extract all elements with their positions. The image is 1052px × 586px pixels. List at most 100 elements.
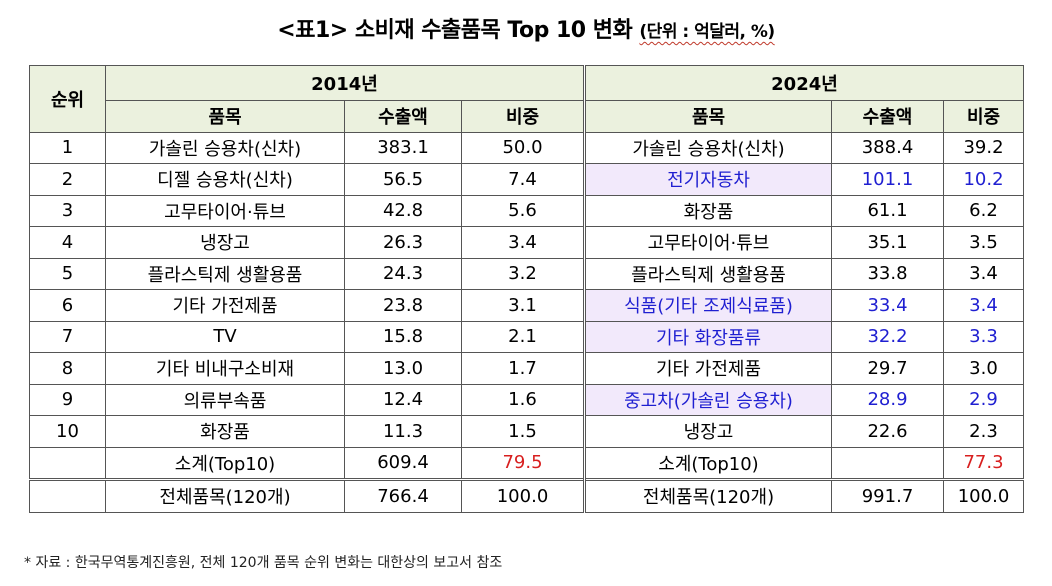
year-2024-header: 2024년	[583, 65, 1024, 101]
item-2014-cell: 고무타이어·튜브	[105, 194, 345, 227]
item-2014-cell: 의류부속품	[105, 383, 345, 416]
amount-2024-cell: 29.7	[831, 352, 944, 385]
share-2024-cell: 3.4	[943, 257, 1024, 290]
table-row: 7 TV 15.8 2.1 기타 화장품류 32.2 3.3	[29, 320, 1024, 353]
table-row: 1 가솔린 승용차(신차) 383.1 50.0 가솔린 승용차(신차) 388…	[29, 131, 1024, 164]
share-2014-cell: 1.7	[461, 352, 585, 385]
item-header-2014: 품목	[105, 100, 345, 133]
share-2014-cell: 5.6	[461, 194, 585, 227]
share-2024-cell: 2.3	[943, 415, 1024, 448]
subtotal-amount-2024	[831, 446, 944, 480]
table-title-unit: (단위 : 억달러, %)	[639, 22, 775, 42]
item-2014-cell: 플라스틱제 생활용품	[105, 257, 345, 290]
amount-2014-cell: 383.1	[344, 131, 462, 164]
item-2024-cell: 가솔린 승용차(신차)	[583, 131, 832, 164]
total-label-2024: 전체품목(120개)	[583, 478, 832, 513]
amount-header-2024: 수출액	[831, 100, 944, 133]
amount-2014-cell: 56.5	[344, 163, 462, 196]
share-2024-cell: 6.2	[943, 194, 1024, 227]
amount-2014-cell: 11.3	[344, 415, 462, 448]
rank-cell-empty	[29, 446, 106, 480]
amount-2014-cell: 23.8	[344, 289, 462, 322]
rank-cell: 4	[29, 226, 106, 259]
item-2014-cell: 가솔린 승용차(신차)	[105, 131, 345, 164]
item-2024-cell: 화장품	[583, 194, 832, 227]
table-row: 10 화장품 11.3 1.5 냉장고 22.6 2.3	[29, 415, 1024, 448]
item-2024-cell: 플라스틱제 생활용품	[583, 257, 832, 290]
share-2014-cell: 3.2	[461, 257, 585, 290]
source-note: * 자료 : 한국무역통계진흥원, 전체 120개 품목 순위 변화는 대한상의…	[24, 555, 503, 571]
item-2024-cell: 고무타이어·튜브	[583, 226, 832, 259]
amount-2024-cell: 61.1	[831, 194, 944, 227]
table-title: <표1> 소비재 수출품목 Top 10 변화 (단위 : 억달러, %)	[0, 12, 1052, 44]
amount-2014-cell: 24.3	[344, 257, 462, 290]
share-2024-cell: 10.2	[943, 163, 1024, 196]
total-share-2024: 100.0	[943, 478, 1024, 513]
export-table: 순위 2014년 2024년 품목 수출액 비중 품목 수출액 비중 1 가솔린…	[29, 65, 1024, 513]
item-2024-cell: 기타 가전제품	[583, 352, 832, 385]
rank-cell: 7	[29, 320, 106, 353]
amount-2024-cell: 22.6	[831, 415, 944, 448]
rank-cell: 9	[29, 383, 106, 416]
rank-cell: 6	[29, 289, 106, 322]
total-row: 전체품목(120개) 766.4 100.0 전체품목(120개) 991.7 …	[29, 478, 1024, 513]
rank-cell: 5	[29, 257, 106, 290]
table-row: 3 고무타이어·튜브 42.8 5.6 화장품 61.1 6.2	[29, 194, 1024, 227]
year-2014-header: 2014년	[105, 65, 585, 101]
item-2014-cell: 기타 가전제품	[105, 289, 345, 322]
subtotal-row: 소계(Top10) 609.4 79.5 소계(Top10) 77.3	[29, 446, 1024, 480]
item-2014-cell: 디젤 승용차(신차)	[105, 163, 345, 196]
rank-cell: 1	[29, 131, 106, 164]
share-2014-cell: 1.5	[461, 415, 585, 448]
amount-header-2014: 수출액	[344, 100, 462, 133]
amount-2014-cell: 13.0	[344, 352, 462, 385]
share-2024-cell: 3.5	[943, 226, 1024, 259]
amount-2024-cell: 33.8	[831, 257, 944, 290]
amount-2024-cell: 35.1	[831, 226, 944, 259]
item-2024-cell: 중고차(가솔린 승용차)	[583, 383, 832, 416]
amount-2024-cell: 101.1	[831, 163, 944, 196]
item-2024-cell: 기타 화장품류	[583, 320, 832, 353]
table-row: 8 기타 비내구소비재 13.0 1.7 기타 가전제품 29.7 3.0	[29, 352, 1024, 385]
table-row: 5 플라스틱제 생활용품 24.3 3.2 플라스틱제 생활용품 33.8 3.…	[29, 257, 1024, 290]
amount-2014-cell: 15.8	[344, 320, 462, 353]
table-title-main: <표1> 소비재 수출품목 Top 10 변화	[277, 18, 633, 43]
share-2014-cell: 50.0	[461, 131, 585, 164]
total-amount-2014: 766.4	[344, 478, 462, 513]
rank-cell: 2	[29, 163, 106, 196]
item-2014-cell: TV	[105, 320, 345, 353]
table-row: 9 의류부속품 12.4 1.6 중고차(가솔린 승용차) 28.9 2.9	[29, 383, 1024, 416]
share-2024-cell: 3.3	[943, 320, 1024, 353]
subtotal-share-2014: 79.5	[461, 446, 585, 480]
share-2024-cell: 39.2	[943, 131, 1024, 164]
table-row: 2 디젤 승용차(신차) 56.5 7.4 전기자동차 101.1 10.2	[29, 163, 1024, 196]
amount-2014-cell: 26.3	[344, 226, 462, 259]
amount-2024-cell: 388.4	[831, 131, 944, 164]
share-2014-cell: 1.6	[461, 383, 585, 416]
rank-cell: 10	[29, 415, 106, 448]
share-2014-cell: 7.4	[461, 163, 585, 196]
table-row: 6 기타 가전제품 23.8 3.1 식품(기타 조제식료품) 33.4 3.4	[29, 289, 1024, 322]
share-2014-cell: 2.1	[461, 320, 585, 353]
item-2014-cell: 냉장고	[105, 226, 345, 259]
subtotal-label-2014: 소계(Top10)	[105, 446, 345, 480]
rank-cell: 8	[29, 352, 106, 385]
total-label-2014: 전체품목(120개)	[105, 478, 345, 513]
share-2024-cell: 2.9	[943, 383, 1024, 416]
share-header-2024: 비중	[943, 100, 1024, 133]
rank-header: 순위	[29, 65, 106, 133]
share-2024-cell: 3.4	[943, 289, 1024, 322]
share-2014-cell: 3.4	[461, 226, 585, 259]
rank-cell-empty	[29, 478, 106, 513]
total-share-2014: 100.0	[461, 478, 585, 513]
item-2024-cell: 냉장고	[583, 415, 832, 448]
share-header-2014: 비중	[461, 100, 585, 133]
total-amount-2024: 991.7	[831, 478, 944, 513]
item-2024-cell: 전기자동차	[583, 163, 832, 196]
subtotal-amount-2014: 609.4	[344, 446, 462, 480]
share-2014-cell: 3.1	[461, 289, 585, 322]
item-header-2024: 품목	[583, 100, 832, 133]
subtotal-label-2024: 소계(Top10)	[583, 446, 832, 480]
amount-2024-cell: 32.2	[831, 320, 944, 353]
amount-2014-cell: 42.8	[344, 194, 462, 227]
